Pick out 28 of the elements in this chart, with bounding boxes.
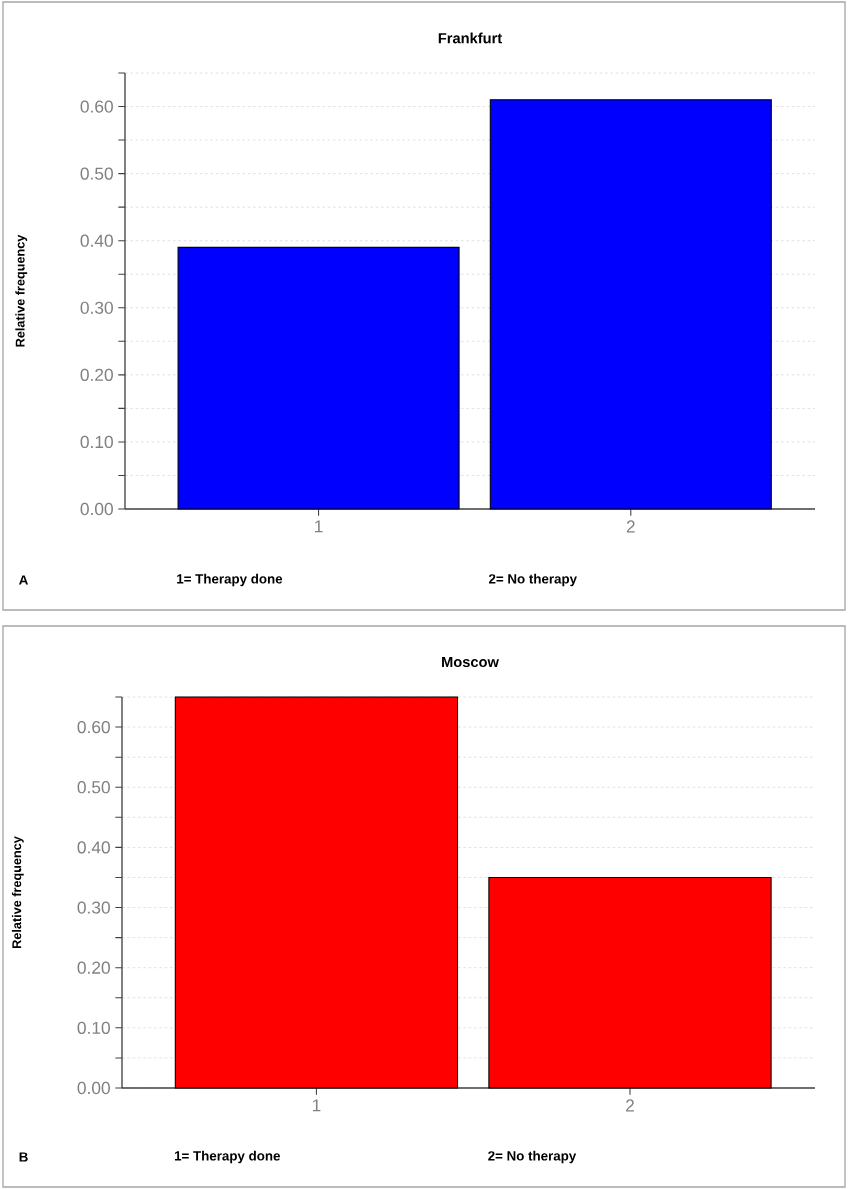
y-tick-label: 0.40: [80, 234, 113, 247]
y-tick-label: 0.30: [80, 301, 113, 314]
text: B: [19, 1152, 28, 1162]
text: 1= Therapy done: [174, 1150, 280, 1164]
text: 2= No therapy: [488, 573, 577, 587]
y-tick-label: 0.50: [80, 167, 113, 180]
text: A: [19, 575, 28, 585]
x-tick-label: 1: [315, 520, 323, 533]
y-tick-label: 0.00: [77, 1081, 110, 1095]
y-tick-label: 0.20: [77, 961, 110, 974]
y-tick-label: 0.10: [77, 1021, 110, 1034]
text: 1= Therapy done: [177, 573, 283, 587]
y-axis-title: Relative frequency: [15, 234, 28, 347]
y-axis-title: Relative frequency: [11, 836, 24, 948]
y-tick-label: 0.40: [77, 841, 110, 854]
x-tick-label: 2: [626, 520, 635, 533]
y-tick-label: 0.60: [80, 100, 113, 113]
y-tick-label: 0.50: [77, 781, 110, 794]
y-tick-label: 0.30: [77, 901, 110, 914]
text: 2= No therapy: [488, 1150, 577, 1164]
x-tick-label: 2: [626, 1099, 634, 1112]
y-tick-label: 0.60: [77, 720, 110, 734]
chart-title: Frankfurt: [438, 32, 503, 44]
y-tick-label: 0.10: [80, 435, 113, 449]
chart-title: Moscow: [442, 656, 499, 668]
x-tick-label: 1: [312, 1099, 321, 1112]
y-tick-label: 0.20: [80, 368, 113, 381]
y-tick-label: 0.00: [80, 502, 113, 516]
